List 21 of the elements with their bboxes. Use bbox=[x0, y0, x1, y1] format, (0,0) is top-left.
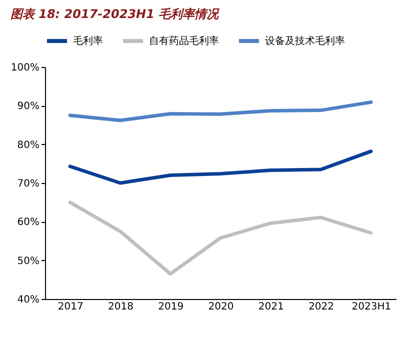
line-series bbox=[68, 200, 373, 276]
y-tick-label: 90% bbox=[17, 101, 40, 112]
y-tick-label: 60% bbox=[17, 217, 40, 228]
x-tick-label: 2023H1 bbox=[352, 302, 392, 312]
y-tick-label: 50% bbox=[17, 256, 40, 267]
y-tick-label: 80% bbox=[17, 140, 40, 151]
x-tick-label: 2021 bbox=[258, 302, 284, 312]
line-series bbox=[68, 150, 373, 185]
x-tick-label: 2020 bbox=[208, 302, 234, 312]
legend-label: 自有药品毛利率 bbox=[149, 35, 219, 47]
y-tick-label: 100% bbox=[10, 62, 40, 74]
y-tick-label: 70% bbox=[17, 178, 40, 190]
x-tick-label: 2022 bbox=[308, 302, 334, 312]
x-tick-label: 2019 bbox=[158, 302, 184, 312]
line-series bbox=[68, 100, 373, 122]
y-tick-label: 40% bbox=[17, 294, 40, 306]
x-tick-label: 2018 bbox=[108, 302, 134, 312]
chart-title: 图表 18: 2017-2023H1 毛利率情况 bbox=[10, 7, 220, 21]
legend-label: 毛利率 bbox=[73, 35, 103, 47]
x-tick-label: 2017 bbox=[58, 302, 84, 312]
legend-label: 设备及技术毛利率 bbox=[265, 35, 345, 47]
